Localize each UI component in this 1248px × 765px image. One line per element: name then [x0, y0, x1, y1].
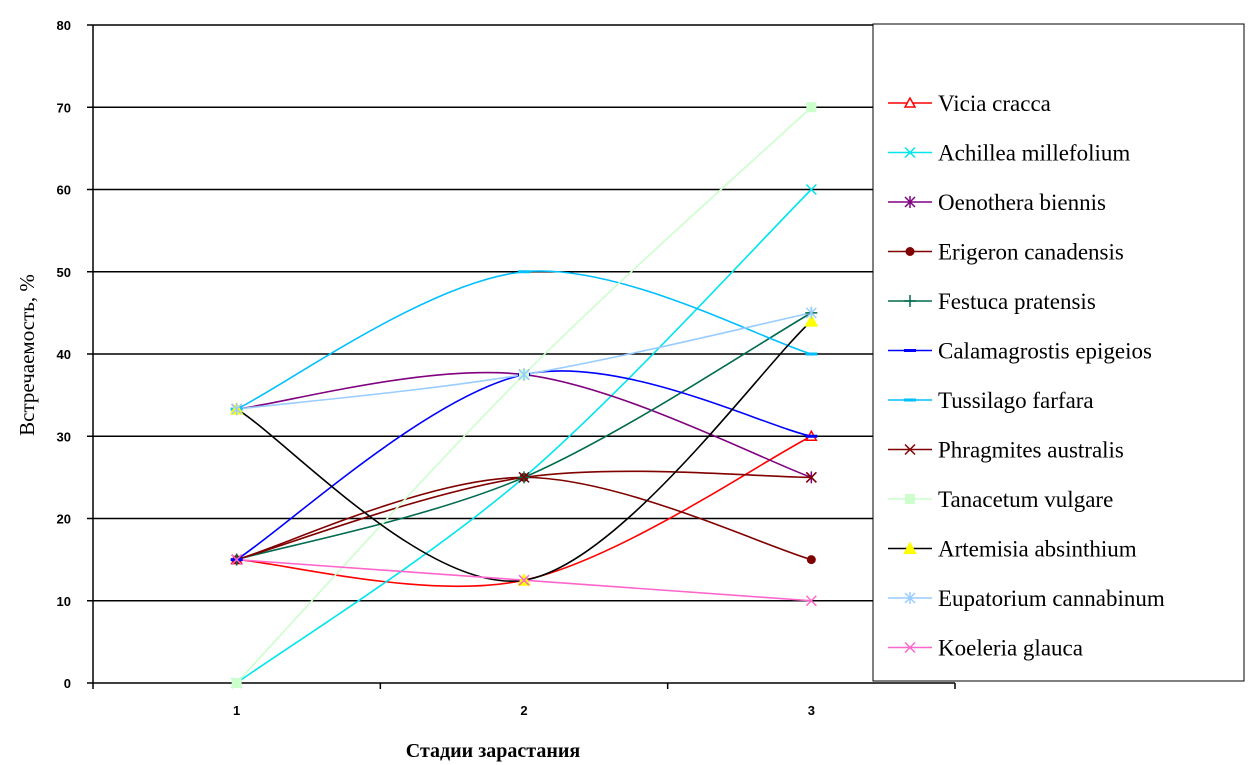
legend-item: Calamagrostis epigeios [888, 339, 1152, 364]
y-tick-label: 50 [57, 265, 71, 280]
legend-swatch-marker [904, 641, 916, 654]
legend-label: Tussilago farfara [938, 388, 1094, 413]
legend-item: Eupatorium cannabinum [888, 586, 1165, 611]
legend-item: Vicia cracca [888, 91, 1051, 116]
legend-label: Calamagrostis epigeios [938, 339, 1152, 364]
legend-swatch-marker [905, 494, 915, 504]
legend-label: Eupatorium cannabinum [938, 586, 1165, 611]
legend-label: Erigeron canadensis [938, 240, 1124, 265]
data-point [231, 554, 243, 566]
data-point [806, 555, 816, 565]
legend-swatch-marker [904, 196, 916, 208]
series-line [236, 106, 812, 684]
axes [87, 24, 956, 689]
legend-item: Tanacetum vulgare [888, 487, 1113, 512]
data-point [231, 403, 243, 416]
series-lines [236, 106, 812, 684]
gridlines [93, 24, 955, 602]
series-line [236, 371, 812, 479]
series-line [236, 470, 812, 561]
y-axis-title: Встречаемость, % [15, 274, 39, 436]
legend-item: Artemisia absinthium [888, 537, 1137, 562]
series-line [236, 320, 812, 582]
legend-label: Festuca pratensis [938, 289, 1096, 314]
legend-item: Phragmites australis [888, 438, 1124, 463]
series-markers [229, 102, 819, 689]
x-tick-label: 1 [233, 703, 240, 718]
series-line [236, 270, 812, 410]
y-tick-label: 40 [57, 347, 71, 362]
legend-swatch-marker [904, 592, 916, 604]
legend-box [872, 23, 1245, 682]
y-tick-label: 80 [57, 18, 71, 33]
data-point [518, 471, 530, 483]
legend-swatch-marker [905, 247, 915, 256]
legend-label: Achillea millefolium [938, 141, 1130, 166]
data-point [805, 183, 817, 196]
legend-item: Festuca pratensis [888, 289, 1096, 314]
x-tick-labels: 1 2 3 [233, 703, 815, 718]
legend: Vicia cracca Achillea millefolium Oenother… [872, 23, 1245, 682]
y-tick-label: 10 [57, 594, 71, 609]
y-tick-label: 20 [57, 512, 71, 527]
data-point [805, 306, 817, 319]
data-point [804, 314, 819, 327]
legend-label: Vicia cracca [938, 91, 1051, 116]
legend-swatch-marker [903, 96, 917, 108]
data-point [518, 574, 530, 586]
x-tick-label: 3 [808, 703, 815, 718]
legend-label: Tanacetum vulgare [938, 487, 1113, 512]
legend-item: Oenothera biennis [888, 190, 1106, 215]
y-tick-labels: 0 10 20 30 40 50 60 70 80 [57, 18, 71, 691]
y-tick-label: 0 [64, 676, 71, 691]
legend-label: Oenothera biennis [938, 190, 1106, 215]
data-point [518, 368, 530, 381]
data-point [805, 595, 817, 607]
legend-swatch-marker [904, 295, 916, 307]
data-point [231, 678, 242, 688]
legend-item: Achillea millefolium [888, 141, 1130, 166]
series-line [236, 435, 812, 588]
x-tick-label: 2 [520, 703, 527, 718]
legend-item: Koeleria glauca [888, 636, 1083, 661]
legend-label: Phragmites australis [938, 438, 1124, 463]
legend-swatch-marker [904, 443, 916, 456]
data-point [805, 471, 817, 483]
legend-swatch-marker [903, 541, 917, 554]
data-point [806, 102, 817, 113]
legend-item: Tussilago farfara [888, 388, 1094, 413]
y-tick-label: 70 [57, 100, 71, 115]
series-line [236, 312, 812, 410]
legend-label: Koeleria glauca [938, 636, 1083, 661]
y-tick-label: 30 [57, 429, 71, 444]
legend-swatch-marker [904, 146, 916, 159]
y-tick-label: 60 [57, 183, 71, 198]
legend-label: Artemisia absinthium [938, 537, 1137, 562]
legend-item: Erigeron canadensis [888, 240, 1124, 265]
x-axis-title: Стадии зарастания [406, 740, 581, 762]
